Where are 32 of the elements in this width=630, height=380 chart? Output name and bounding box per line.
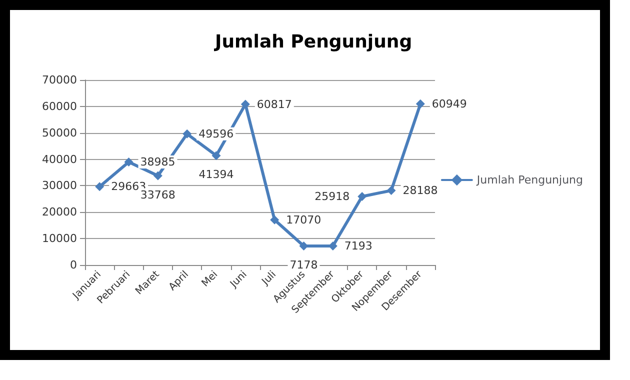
y-tick-label: 0 [70,258,77,272]
point [153,171,162,180]
point [358,192,367,201]
data-label: 7178 [290,258,318,272]
data-label: 49596 [198,127,234,140]
y-tick-label: 50000 [42,126,77,140]
point [416,99,425,108]
data-label: 17070 [286,213,322,226]
data-label: 7193 [344,239,372,252]
point [182,129,192,138]
chart-title: Jumlah Pengunjung [213,32,412,52]
data-label: 38985 [140,155,176,168]
point [124,157,134,166]
y-tick-label: 10000 [42,232,77,246]
x-tick-label: Juli [260,269,278,288]
y-tick-label: 60000 [42,100,77,113]
data-label: 60817 [256,98,292,111]
data-label: 41394 [198,168,234,182]
point [270,215,280,224]
y-tick-label: 40000 [42,152,77,166]
data-label: 28188 [402,184,438,198]
data-label: 33768 [140,188,176,202]
data-label: 25918 [314,190,350,203]
y-tick-label: 30000 [42,179,77,192]
x-tick-label: Mei [200,269,220,290]
point [212,151,221,160]
point [386,186,396,196]
data-label: 60949 [432,97,467,110]
point [95,182,104,192]
y-tick-label: 20000 [42,206,77,219]
y-tick-label: 70000 [42,74,77,86]
legend-label: Jumlah Pengunjung [476,174,584,186]
